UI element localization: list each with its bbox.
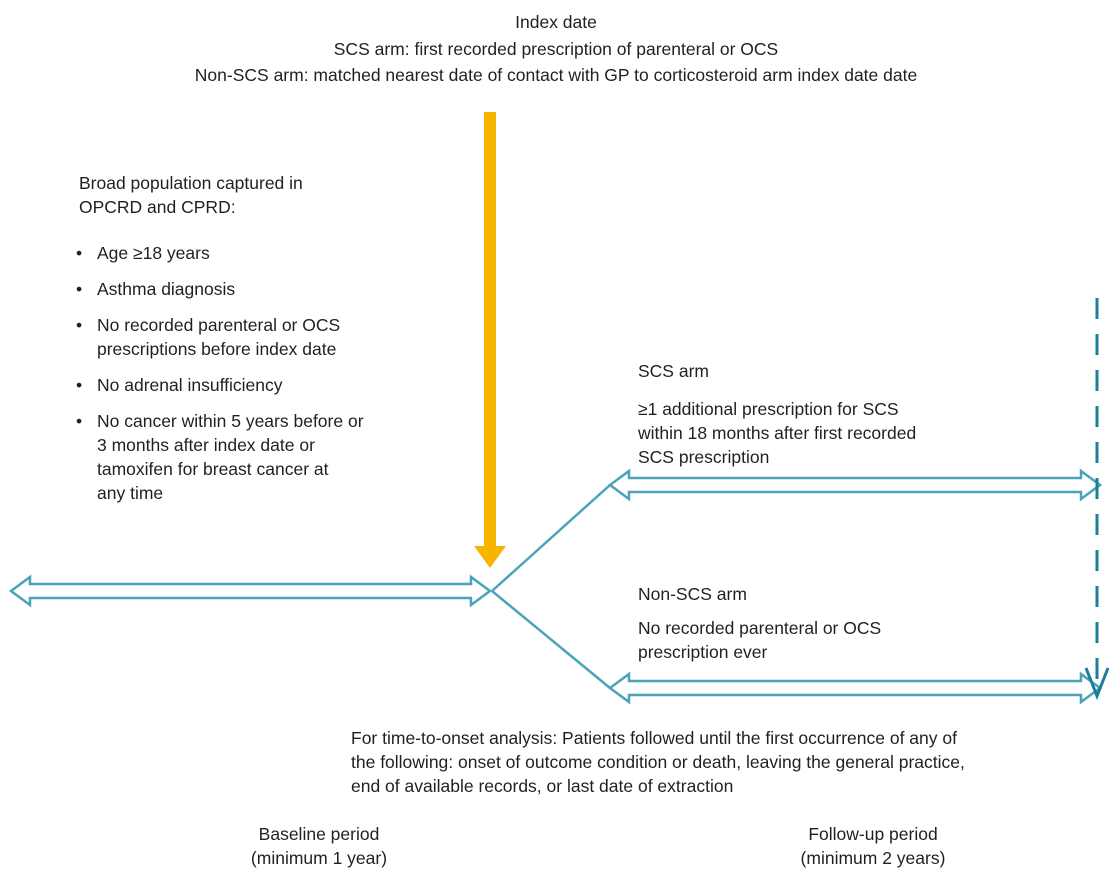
criterion-line: Asthma diagnosis: [97, 279, 236, 299]
time-to-onset-line: end of available records, or last date o…: [351, 776, 734, 796]
scs-arm-panel: SCS arm ≥1 additional prescription for S…: [638, 359, 1058, 469]
index-date-title: Index date: [515, 12, 597, 32]
baseline-period-title: Baseline period: [258, 824, 380, 844]
non-scs-arm-line: No recorded parenteral or OCS: [638, 618, 882, 638]
criterion-line: prescriptions before index date: [97, 339, 337, 359]
criterion-line: Age ≥18 years: [97, 243, 210, 263]
bullet-glyph: •: [76, 411, 83, 431]
non-scs-arm-definition: No recorded parenteral or OCS prescripti…: [638, 616, 1058, 664]
criterion-asthma-diagnosis: • Asthma diagnosis: [72, 277, 459, 301]
end-of-follow-up-dashed-arrow: [1084, 298, 1110, 701]
criterion-line: tamoxifen for breast cancer at: [97, 459, 329, 479]
bullet-glyph: •: [76, 243, 83, 263]
criterion-no-cancer: • No cancer within 5 years before or 3 m…: [72, 409, 459, 505]
scs-arm-title: SCS arm: [638, 361, 709, 381]
criterion-line: any time: [97, 483, 164, 503]
baseline-period-label: Baseline period (minimum 1 year): [199, 822, 439, 870]
non-scs-arm-timeline-arrow: [607, 671, 1103, 705]
branch-lines: [491, 484, 611, 689]
criterion-line: 3 months after index date or: [97, 435, 315, 455]
criterion-line: No adrenal insufficiency: [97, 375, 283, 395]
criterion-no-adrenal-insufficiency: • No adrenal insufficiency: [72, 373, 459, 397]
baseline-period-minimum: (minimum 1 year): [250, 848, 388, 868]
bullet-glyph: •: [76, 315, 83, 335]
time-to-onset-note: For time-to-onset analysis: Patients fol…: [351, 726, 1091, 798]
baseline-timeline-arrow: [8, 574, 493, 608]
criterion-line: No cancer within 5 years before or: [97, 411, 364, 431]
bullet-glyph: •: [76, 375, 83, 395]
scs-arm-timeline-arrow: [607, 468, 1103, 502]
bullet-glyph: •: [76, 279, 83, 299]
index-date-arrow: [474, 112, 506, 568]
scs-arm-line: SCS prescription: [638, 447, 770, 467]
non-scs-arm-line: prescription ever: [638, 642, 768, 662]
followup-period-label: Follow-up period (minimum 2 years): [753, 822, 993, 870]
population-heading-line: OPCRD and CPRD:: [79, 197, 236, 217]
index-date-non-scs-definition: Non-SCS arm: matched nearest date of con…: [194, 65, 918, 85]
inclusion-criteria-list: • Age ≥18 years • Asthma diagnosis • No …: [72, 241, 459, 505]
non-scs-arm-title: Non-SCS arm: [638, 584, 747, 604]
non-scs-arm-panel: Non-SCS arm No recorded parenteral or OC…: [638, 582, 1058, 664]
index-date-scs-definition: SCS arm: first recorded prescription of …: [333, 39, 779, 59]
time-to-onset-line: the following: onset of outcome conditio…: [351, 752, 965, 772]
scs-arm-line: within 18 months after first recorded: [638, 423, 917, 443]
followup-period-title: Follow-up period: [808, 824, 938, 844]
criterion-line: No recorded parenteral or OCS: [97, 315, 341, 335]
branch-line-scs: [491, 484, 611, 592]
criterion-no-prior-scs: • No recorded parenteral or OCS prescrip…: [72, 313, 459, 361]
population-panel: Broad population captured in OPCRD and C…: [76, 171, 459, 517]
time-to-onset-line: For time-to-onset analysis: Patients fol…: [351, 728, 957, 748]
scs-arm-definition: ≥1 additional prescription for SCS withi…: [638, 397, 1058, 469]
followup-period-minimum: (minimum 2 years): [800, 848, 946, 868]
criterion-age: • Age ≥18 years: [72, 241, 459, 265]
scs-arm-line: ≥1 additional prescription for SCS: [638, 399, 899, 419]
branch-line-non-scs: [491, 590, 611, 689]
population-heading-line: Broad population captured in: [79, 173, 303, 193]
population-heading: Broad population captured in OPCRD and C…: [79, 171, 459, 219]
